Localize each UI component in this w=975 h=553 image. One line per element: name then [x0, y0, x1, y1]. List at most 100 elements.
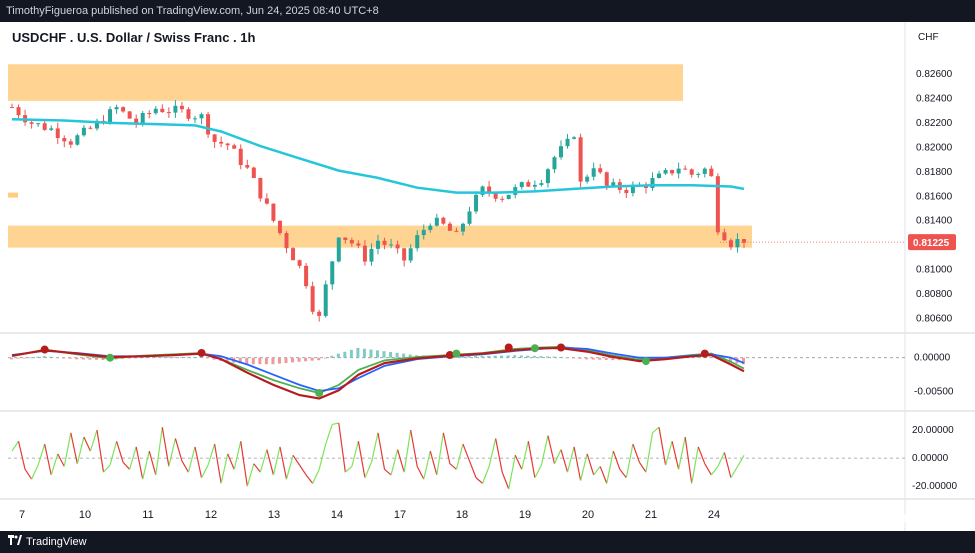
candle-body [317, 311, 322, 316]
candle-body [55, 128, 60, 139]
macd-histogram-bar [147, 356, 151, 358]
candle-body [722, 232, 727, 241]
candle-body [343, 237, 348, 241]
supply-demand-zone [8, 64, 683, 101]
oscillator-segment [619, 468, 627, 479]
oscillator-segment [645, 432, 654, 473]
oscillator-segment [521, 441, 529, 470]
panel-backgrounds [0, 22, 975, 531]
oscillator-segment [730, 466, 738, 479]
oscillator-segment [462, 443, 471, 462]
candle-body [238, 148, 243, 166]
oscillator-segment [697, 446, 706, 464]
oscillator-segment [599, 466, 608, 484]
oscillator-segment [547, 435, 556, 464]
oscillator-segment [44, 443, 52, 476]
last-price-badge [908, 234, 956, 251]
macd-histogram-bar [480, 356, 484, 358]
macd-histogram-bar [127, 357, 131, 359]
chart-background [0, 22, 975, 498]
oscillator-segment [214, 443, 222, 484]
oscillator-segment [403, 429, 412, 473]
candle-body [591, 168, 596, 177]
macd-histogram-bar [330, 355, 334, 358]
oscillator-segment [723, 452, 732, 478]
candle-body [689, 169, 694, 175]
price-tick-label: 0.82200 [916, 118, 953, 129]
oscillator-segment [279, 446, 288, 480]
candle-body [709, 168, 714, 177]
time-tick-label: 11 [142, 509, 153, 521]
oscillator-segment [148, 450, 157, 476]
chart-canvas[interactable]: 0.82600 0.82400 0.82200 0.82000 0.81800 0.816… [0, 22, 975, 531]
macd-histogram-bar [81, 357, 85, 360]
cross-down-marker [700, 349, 709, 358]
oscillator-segment [63, 432, 72, 467]
macd-histogram-bar [356, 347, 360, 358]
watermark-text: @DBGMarkets盾博 [788, 513, 910, 529]
candle-body [376, 240, 380, 249]
candle-body [108, 109, 113, 124]
oscillator-segment [495, 438, 503, 473]
candle-body [49, 128, 54, 130]
price-axis[interactable]: 0.82600 0.82400 0.82200 0.82000 0.81800 0.816… [908, 69, 957, 492]
oscillator-segment [201, 464, 209, 479]
candle-body [474, 194, 479, 212]
candle-body [395, 244, 400, 249]
cross-down-marker [504, 343, 513, 352]
oscillator-segment [410, 429, 418, 467]
macd-histogram-bar [75, 357, 79, 360]
candle-body [297, 260, 302, 266]
oscillator-segment [625, 443, 634, 478]
candle-body [441, 217, 446, 224]
candle-body [199, 114, 204, 119]
macd-histogram-bar [225, 357, 229, 362]
ema-line [11, 117, 745, 194]
cross-up-marker [106, 353, 115, 362]
macd-histogram-bar [467, 356, 471, 358]
candle-body [232, 145, 237, 149]
oscillator-segment [103, 464, 111, 473]
oscillator-segment [325, 424, 333, 445]
candle-body [212, 134, 217, 142]
time-axis[interactable]: 7 10 11 12 13 14 17 18 19 20 21 24 [19, 509, 720, 521]
oscillator-panel [11, 422, 745, 490]
oscillator-segment [508, 455, 516, 490]
oscillator-segment [664, 441, 673, 466]
macd-histogram-bar [591, 357, 595, 360]
candle-body [349, 240, 354, 244]
macd-histogram-bar [68, 357, 72, 359]
macd-histogram-bar [519, 355, 523, 358]
time-tick-label: 13 [268, 509, 280, 521]
macd-histogram-bar [585, 357, 589, 360]
candle-body [415, 235, 420, 249]
candle-body [447, 223, 452, 231]
oscillator-segment [671, 441, 680, 470]
oscillator-segment [370, 432, 379, 463]
candle-body [389, 244, 394, 246]
macd-histogram-bar [101, 357, 105, 360]
oscillator-segment [24, 469, 33, 480]
oscillator-segment [207, 443, 216, 466]
macd-histogram-bar [29, 357, 33, 359]
price-tick-label: 0.81000 [916, 265, 953, 276]
candle-body [356, 243, 361, 246]
cross-up-marker [641, 357, 650, 366]
oscillator-segment [233, 441, 242, 470]
oscillator-segment [318, 443, 327, 470]
macd-histogram-bar [238, 357, 242, 364]
macd-histogram-bar [42, 356, 46, 358]
macd-histogram-bar [49, 356, 53, 358]
candle-body [500, 198, 505, 200]
time-tick-label: 10 [79, 509, 91, 521]
candle-body [670, 169, 675, 174]
candle-body [624, 189, 629, 194]
oscillator-segment [155, 427, 163, 476]
candle-body [258, 177, 263, 199]
price-tick-label: 0.81800 [916, 167, 953, 178]
oscillator-segment [429, 450, 438, 476]
candle-body [657, 173, 662, 178]
macd-tick-label: -0.00500 [914, 387, 954, 398]
candle-body [336, 237, 341, 262]
candle-body [271, 203, 276, 221]
